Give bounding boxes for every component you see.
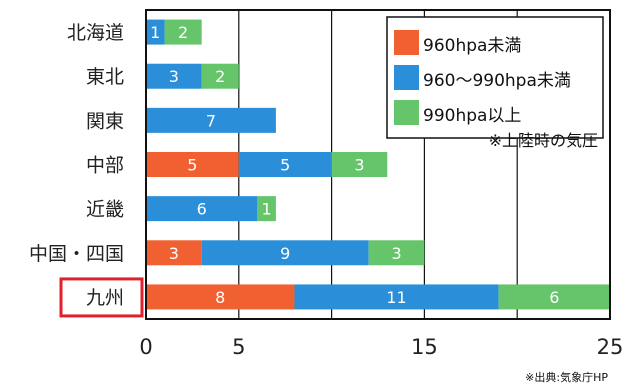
legend-label-3: 990hpa以上 [423,106,521,126]
legend-swatch-1 [394,30,419,55]
bar-segment-3 [257,196,276,222]
bar-segment-3 [368,240,425,266]
bar-value-label: 6 [197,200,207,219]
legend-label-2: 960〜990hpa未満 [423,71,571,91]
source-note: ※出典:気象庁HP [525,370,608,384]
category-label: 関東 [86,110,124,132]
plot-frame [145,9,611,320]
bar-value-label: 5 [187,156,197,175]
x-tick-label: 0 [139,335,152,359]
bar-segment-2 [201,240,369,266]
category-label: 中部 [86,155,124,177]
bar-value-label: 3 [169,244,179,263]
bar-value-label: 9 [280,244,290,263]
bar-value-label: 2 [178,23,188,42]
bar-segment-1 [146,152,239,177]
legend-label-1: 960hpa未満 [423,36,521,56]
category-label: 北海道 [67,22,124,44]
bar-value-label: 3 [169,67,179,86]
legend: 960hpa未満 960〜990hpa未満 990hpa以上 ※上陸時の気圧 [386,16,604,150]
bar-segment-2 [146,63,202,89]
category-highlight-box [59,277,144,318]
bar-segment-1 [146,240,202,266]
legend-note: ※上陸時の気圧 [489,131,598,150]
bar-segment-3 [331,152,388,177]
bar-value-label: 7 [206,111,216,130]
bar-segment-2 [146,196,258,222]
bar-segment-2 [146,107,276,133]
bar-value-label: 1 [262,200,272,219]
category-label: 中国・四国 [29,243,124,265]
legend-swatch-2 [394,65,419,90]
category-label: 東北 [86,66,124,88]
bar-segment-3 [164,19,202,45]
category-label: 近畿 [86,199,124,221]
bar-value-label: 5 [280,156,290,175]
bar-segment-1 [146,284,295,310]
x-tick-label: 5 [232,335,245,359]
x-tick-label: 25 [597,335,624,359]
bar-value-label: 2 [215,67,225,86]
bar-value-label: 1 [150,23,160,42]
bar-value-label: 11 [386,288,406,307]
bar-segment-2 [238,152,332,177]
x-tick-layer: 0 5 15 25 [139,335,623,359]
bar-value-label: 6 [549,288,559,307]
x-tick-label: 15 [411,335,438,359]
bar-segment-3 [201,63,239,89]
bar-value-label: 8 [215,288,225,307]
bar-segment-2 [294,284,499,310]
bar-segment-2 [146,19,165,45]
bar-segment-3 [498,284,610,310]
category-label: 九州 [86,287,124,309]
legend-swatch-3 [394,100,419,125]
bar-value-label: 3 [354,156,364,175]
bar-layer: 1 23 275 5 36 13 9 38 11 6 [146,19,610,310]
legend-box [386,16,604,139]
bar-value-label: 3 [391,244,401,263]
